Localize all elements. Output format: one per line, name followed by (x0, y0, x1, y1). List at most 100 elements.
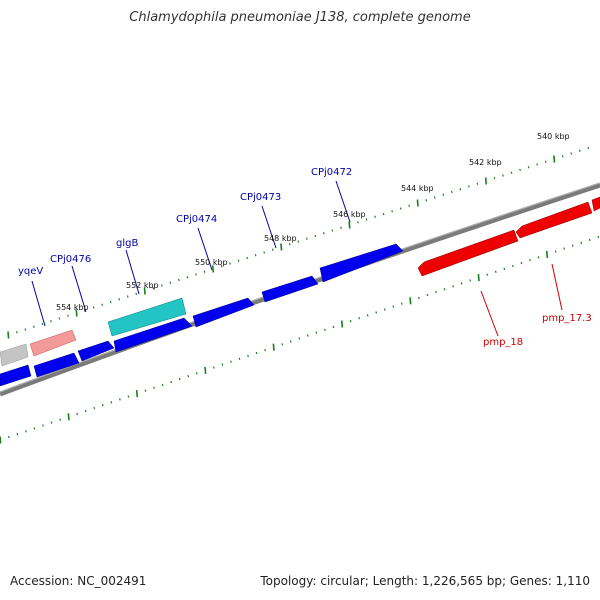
minor-tick (101, 303, 103, 306)
minor-tick (255, 351, 258, 355)
minor-tick (435, 290, 437, 294)
gene-red-edge[interactable] (591, 196, 600, 212)
minor-tick (297, 240, 300, 243)
accession-text: Accession: NC_002491 (10, 574, 147, 588)
scale-label-552: 552 kbp (126, 281, 159, 290)
minor-tick (314, 234, 317, 238)
major-tick (204, 366, 207, 374)
gene-pmp_18[interactable] (417, 229, 519, 277)
minor-tick (357, 221, 359, 224)
forward-strand-genes (0, 243, 404, 387)
minor-tick (7, 435, 10, 439)
minor-tick (332, 325, 335, 329)
gene-left-blue-1[interactable] (0, 364, 32, 387)
minor-tick (101, 404, 104, 407)
major-tick (484, 177, 488, 185)
minor-tick (366, 314, 369, 317)
major-tick (553, 155, 556, 163)
major-tick (7, 331, 10, 339)
reverse-strand-genes (417, 196, 600, 277)
minor-tick (597, 235, 600, 239)
minor-tick (84, 409, 87, 413)
gene-CPj0474[interactable] (192, 297, 255, 328)
minor-tick (570, 152, 573, 155)
minor-tick (170, 380, 173, 384)
gene-label-yqeV: yqeV (18, 266, 43, 277)
minor-tick (92, 306, 95, 309)
major-tick (416, 199, 419, 207)
gene-CPj0476[interactable] (77, 340, 115, 362)
minor-tick (24, 328, 27, 331)
minor-tick (230, 360, 232, 363)
scale-label-550: 550 kbp (195, 258, 228, 267)
minor-tick (178, 377, 181, 381)
minor-tick (220, 265, 223, 268)
minor-tick (511, 264, 514, 268)
minor-tick (323, 232, 325, 235)
minor-tick (400, 302, 403, 305)
minor-tick (425, 199, 428, 202)
gene-glgB[interactable] (107, 297, 187, 337)
minor-tick (520, 261, 523, 265)
gene-label-CPj0474: CPj0474 (176, 214, 217, 225)
gene-left-blue-2[interactable] (33, 352, 80, 378)
major-tick (340, 320, 344, 328)
gene-yqeV[interactable] (29, 329, 77, 357)
genome-summary-text: Topology: circular; Length: 1,226,565 bp… (260, 574, 590, 588)
minor-tick (160, 284, 163, 287)
minor-tick (263, 251, 266, 254)
gene-pmp_17.3[interactable] (515, 201, 593, 239)
minor-tick (288, 243, 291, 246)
minor-tick (519, 168, 521, 172)
major-tick (348, 221, 351, 229)
minor-tick (58, 317, 61, 320)
gene-label-CPj0473: CPj0473 (240, 192, 281, 203)
minor-tick (391, 210, 393, 213)
minor-tick (563, 247, 566, 250)
minor-tick (153, 386, 155, 389)
gene-gray[interactable] (0, 343, 29, 367)
minor-tick (186, 276, 189, 279)
minor-tick (289, 340, 292, 343)
minor-tick (50, 421, 53, 424)
minor-tick (443, 288, 446, 291)
minor-tick (503, 267, 506, 271)
minor-tick (264, 348, 267, 352)
minor-tick (238, 357, 241, 360)
minor-tick (493, 177, 496, 180)
minor-tick (374, 215, 376, 218)
minor-tick (152, 287, 155, 290)
minor-tick (67, 314, 69, 317)
minor-tick (578, 149, 581, 152)
gene-CPj0473[interactable] (261, 275, 319, 303)
lower-tick-ring (0, 235, 600, 444)
gene-label-pmp_17.3: pmp_17.3 (542, 313, 592, 324)
minor-tick (399, 207, 402, 210)
minor-tick (324, 328, 326, 331)
minor-tick (486, 273, 489, 276)
gene-CPj0472[interactable] (319, 243, 404, 283)
minor-tick (221, 363, 224, 366)
minor-tick (588, 238, 591, 242)
minor-tick (237, 259, 240, 262)
minor-tick (187, 375, 190, 378)
major-tick (211, 265, 215, 273)
minor-tick (119, 398, 121, 401)
minor-tick (169, 281, 172, 284)
minor-tick (561, 155, 564, 158)
minor-tick (571, 244, 574, 247)
minor-tick (426, 293, 429, 297)
minor-tick (510, 171, 513, 174)
minor-tick (305, 237, 308, 240)
scale-label-540: 540 kbp (537, 132, 570, 141)
minor-tick (110, 401, 113, 404)
minor-tick (392, 305, 395, 308)
minor-tick (76, 412, 79, 416)
gene-label-pmp_18: pmp_18 (483, 337, 523, 348)
minor-tick (460, 282, 463, 285)
gene-CPj0474-body[interactable] (113, 317, 193, 353)
scale-label-542: 542 kbp (469, 158, 502, 167)
minor-tick (126, 295, 129, 298)
minor-tick (25, 430, 27, 433)
minor-tick (383, 308, 386, 311)
